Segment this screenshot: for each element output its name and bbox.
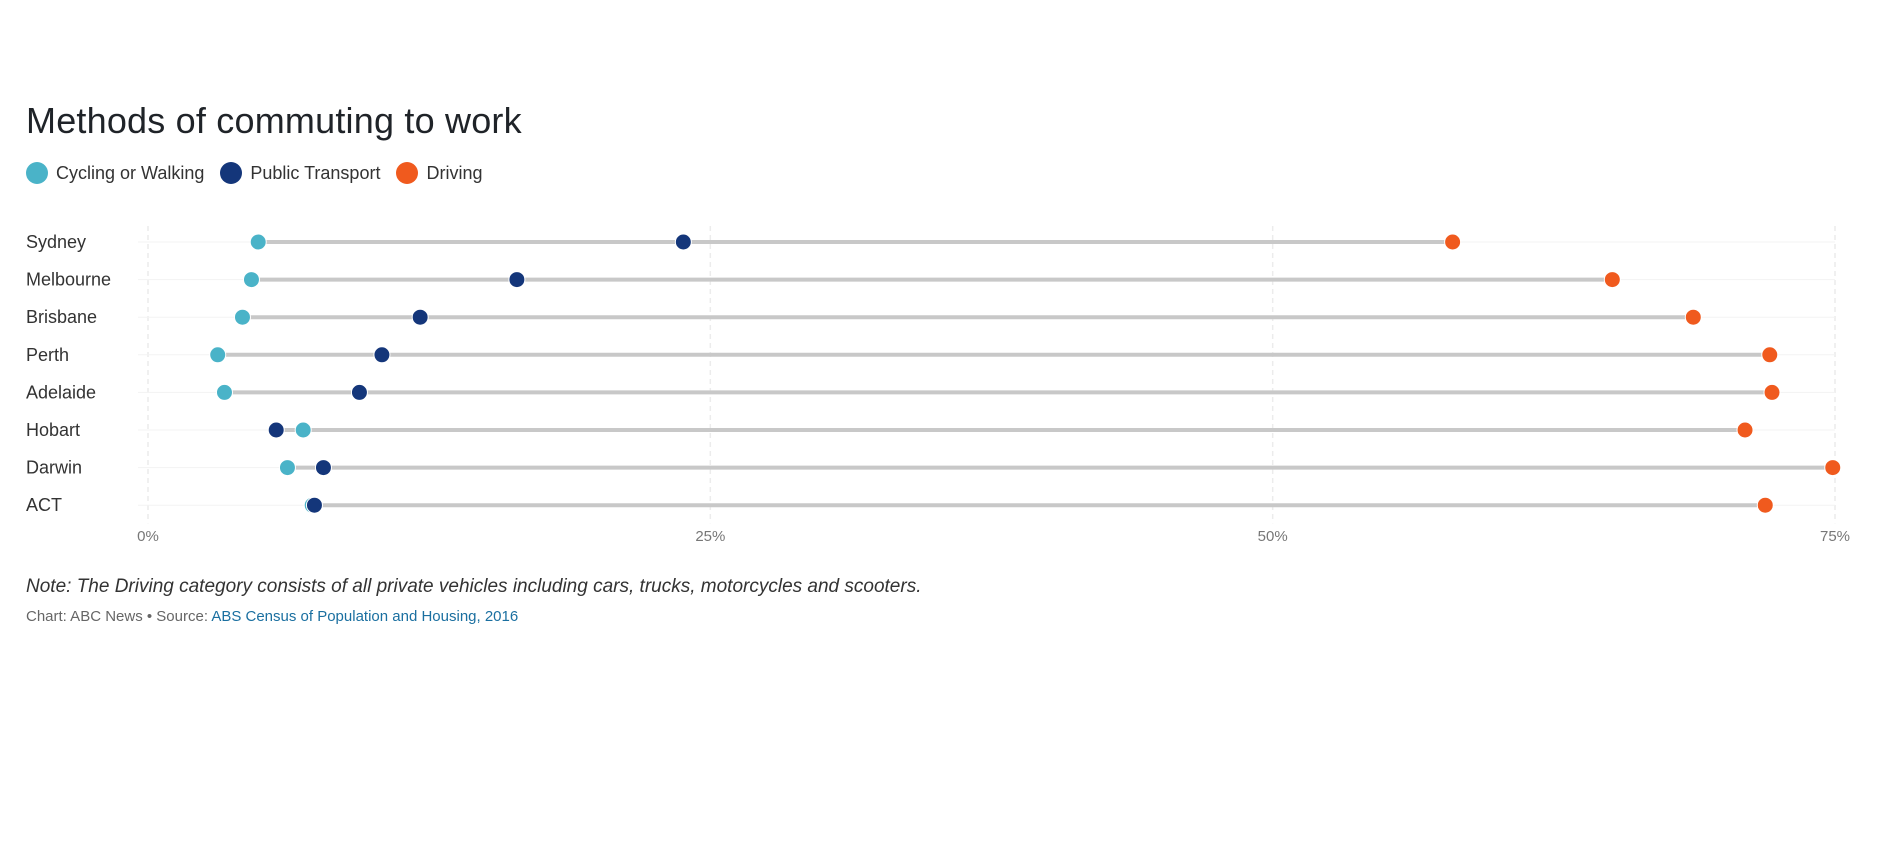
dot-public-transport-hobart: [267, 421, 285, 439]
legend-swatch-cycling-walking: [26, 162, 48, 184]
category-label-darwin: Darwin: [26, 458, 82, 478]
dot-range-chart: 0% 25% 50% 75% Sydney Melbourne Brisbane Perth A…: [26, 226, 1850, 545]
dot-public-transport-act: [305, 496, 323, 514]
legend-item-cycling-walking: Cycling or Walking: [26, 162, 204, 184]
category-label-perth: Perth: [26, 345, 69, 365]
chart-note: Note: The Driving category consists of a…: [26, 576, 922, 597]
category-label-hobart: Hobart: [26, 420, 80, 440]
legend-swatch-public-transport: [220, 162, 243, 184]
category-label-brisbane: Brisbane: [26, 307, 97, 327]
dot-public-transport-sydney: [674, 233, 692, 251]
credit-prefix: Chart: ABC News • Source:: [26, 608, 212, 625]
dot-cycling-or-walking-adelaide: [215, 383, 233, 401]
chart-title: Methods of commuting to work: [26, 100, 522, 141]
dot-driving-act: [1756, 496, 1774, 514]
dot-driving-hobart: [1736, 421, 1754, 439]
dot-public-transport-adelaide: [350, 383, 368, 401]
dot-driving-adelaide: [1763, 383, 1781, 401]
dot-cycling-or-walking-perth: [209, 346, 227, 364]
dot-driving-sydney: [1444, 233, 1462, 251]
legend-label-cycling-walking: Cycling or Walking: [56, 162, 205, 183]
dot-cycling-or-walking-darwin: [278, 459, 296, 477]
dot-driving-brisbane: [1684, 308, 1702, 326]
dot-public-transport-perth: [373, 346, 391, 364]
dot-cycling-or-walking-hobart: [294, 421, 312, 439]
source-link[interactable]: ABS Census of Population and Housing, 20…: [211, 608, 519, 625]
legend-item-public-transport: Public Transport: [220, 162, 380, 184]
x-tick-label-1: 25%: [695, 528, 725, 545]
dot-cycling-or-walking-sydney: [249, 233, 267, 251]
dot-driving-perth: [1761, 346, 1779, 364]
dot-public-transport-melbourne: [508, 271, 526, 289]
chart-credit: Chart: ABC News • Source: ABS Census of …: [26, 608, 518, 625]
x-tick-label-3: 75%: [1820, 528, 1850, 545]
dot-public-transport-brisbane: [411, 308, 429, 326]
legend-swatch-driving: [396, 162, 419, 184]
category-label-adelaide: Adelaide: [26, 382, 96, 402]
dot-public-transport-darwin: [314, 459, 332, 477]
dot-driving-darwin: [1824, 459, 1842, 477]
dot-cycling-or-walking-brisbane: [233, 308, 251, 326]
legend-label-driving: Driving: [426, 162, 483, 183]
x-tick-label-0: 0%: [137, 528, 159, 545]
dot-driving-melbourne: [1603, 271, 1621, 289]
dot-cycling-or-walking-melbourne: [242, 271, 260, 289]
legend-item-driving: Driving: [396, 162, 482, 184]
legend-label-public-transport: Public Transport: [250, 162, 381, 183]
category-label-melbourne: Melbourne: [26, 270, 111, 290]
chart-legend: Cycling or Walking Public Transport Driv…: [26, 162, 482, 184]
category-label-act: ACT: [26, 495, 62, 515]
x-tick-label-2: 50%: [1258, 528, 1288, 545]
category-label-sydney: Sydney: [26, 232, 86, 252]
